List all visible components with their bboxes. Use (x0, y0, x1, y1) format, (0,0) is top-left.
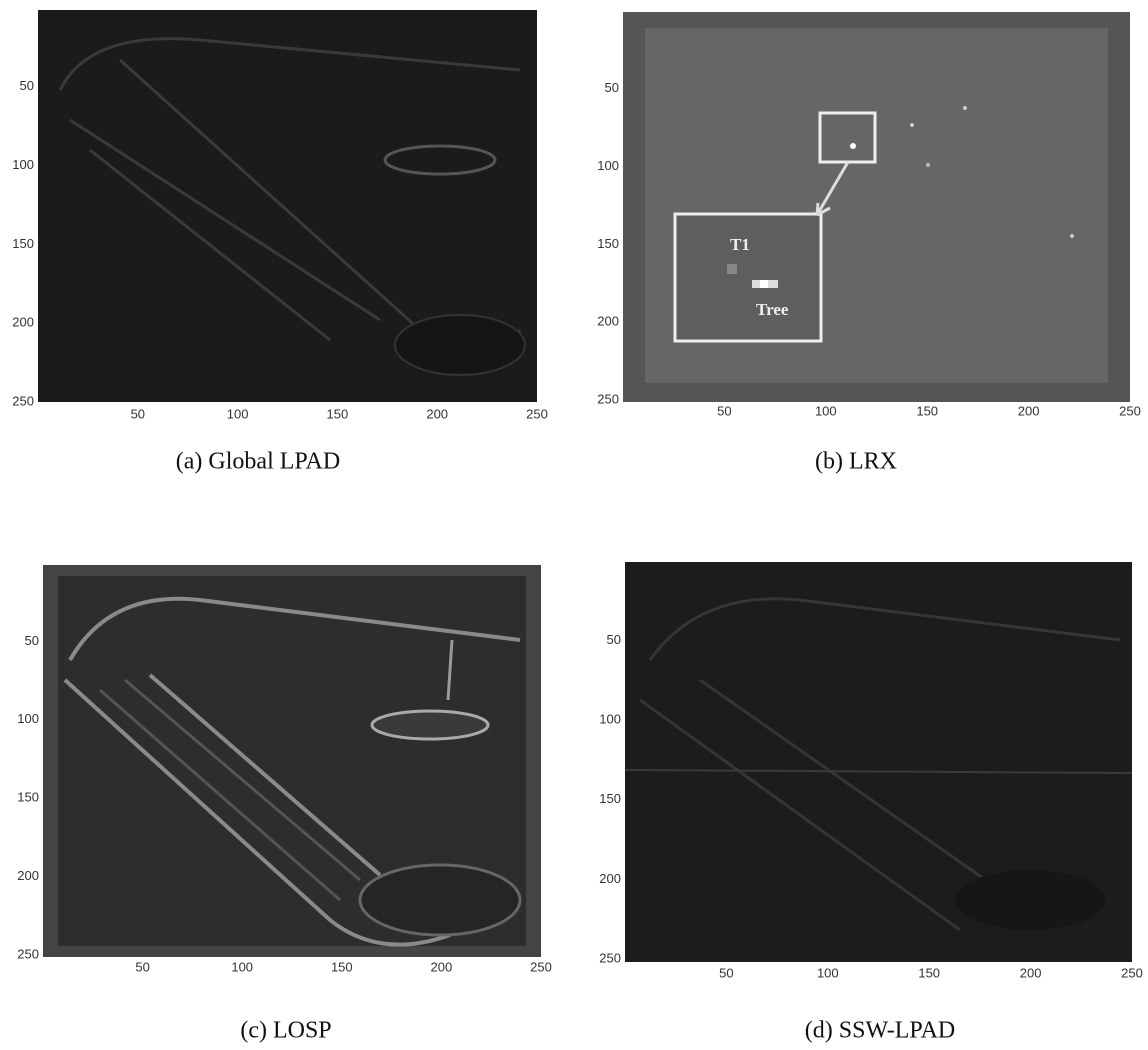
x-tick-label: 100 (227, 406, 249, 421)
x-tick-label: 150 (331, 959, 353, 974)
x-tick-label: 200 (426, 406, 448, 421)
figure: T1 Tree 50 100 150 200 250 50 100 150 200 250 (a) … (0, 0, 1148, 1050)
x-tick-label: 50 (717, 403, 731, 418)
image-a (38, 10, 537, 402)
x-tick-label: 50 (135, 959, 149, 974)
annotation: Tree (756, 300, 789, 319)
x-tick-label: 200 (1020, 965, 1042, 980)
y-tick-label: 50 (20, 78, 34, 93)
y-tick-label: 250 (12, 393, 34, 408)
y-tick-label: 100 (17, 711, 39, 726)
x-tick-label: 250 (530, 959, 552, 974)
x-tick-label: 250 (1121, 965, 1143, 980)
y-tick-label: 100 (12, 157, 34, 172)
x-tick-label: 150 (327, 406, 349, 421)
y-tick-label: 250 (597, 391, 619, 406)
x-tick-label: 50 (719, 965, 733, 980)
y-tick-label: 100 (599, 712, 621, 727)
zoom-box-large (675, 214, 821, 341)
annotation: T1 (730, 235, 750, 254)
image-d (625, 562, 1132, 962)
x-tick-label: 100 (817, 965, 839, 980)
y-tick-label: 150 (12, 236, 34, 251)
y-tick-label: 200 (17, 868, 39, 883)
y-tick-label: 250 (599, 950, 621, 965)
x-tick-label: 200 (431, 959, 453, 974)
caption: (c) LOSP (240, 1018, 331, 1044)
image-c (43, 565, 541, 957)
y-tick-label: 150 (17, 790, 39, 805)
x-tick-label: 200 (1018, 403, 1040, 418)
y-tick-label: 150 (599, 791, 621, 806)
y-tick-label: 200 (597, 314, 619, 329)
x-tick-label: 50 (131, 406, 145, 421)
x-tick-label: 250 (526, 406, 548, 421)
caption: (d) SSW-LPAD (805, 1018, 955, 1044)
x-tick-label: 250 (1119, 403, 1141, 418)
y-tick-label: 200 (599, 871, 621, 886)
x-tick-label: 150 (918, 965, 940, 980)
y-tick-label: 150 (597, 236, 619, 251)
x-tick-label: 100 (231, 959, 253, 974)
y-tick-label: 50 (605, 80, 619, 95)
x-tick-label: 150 (916, 403, 938, 418)
image-b: T1 Tree (623, 12, 1130, 402)
y-tick-label: 200 (12, 315, 34, 330)
caption: (b) LRX (815, 449, 897, 475)
y-tick-label: 50 (607, 632, 621, 647)
page: T1 Tree 50 100 150 200 250 50 100 150 200 250 (a) … (0, 0, 1148, 1050)
y-tick-label: 50 (25, 633, 39, 648)
caption: (a) Global LPAD (176, 449, 340, 475)
x-tick-label: 100 (815, 403, 837, 418)
y-tick-label: 250 (17, 946, 39, 961)
y-tick-label: 100 (597, 158, 619, 173)
